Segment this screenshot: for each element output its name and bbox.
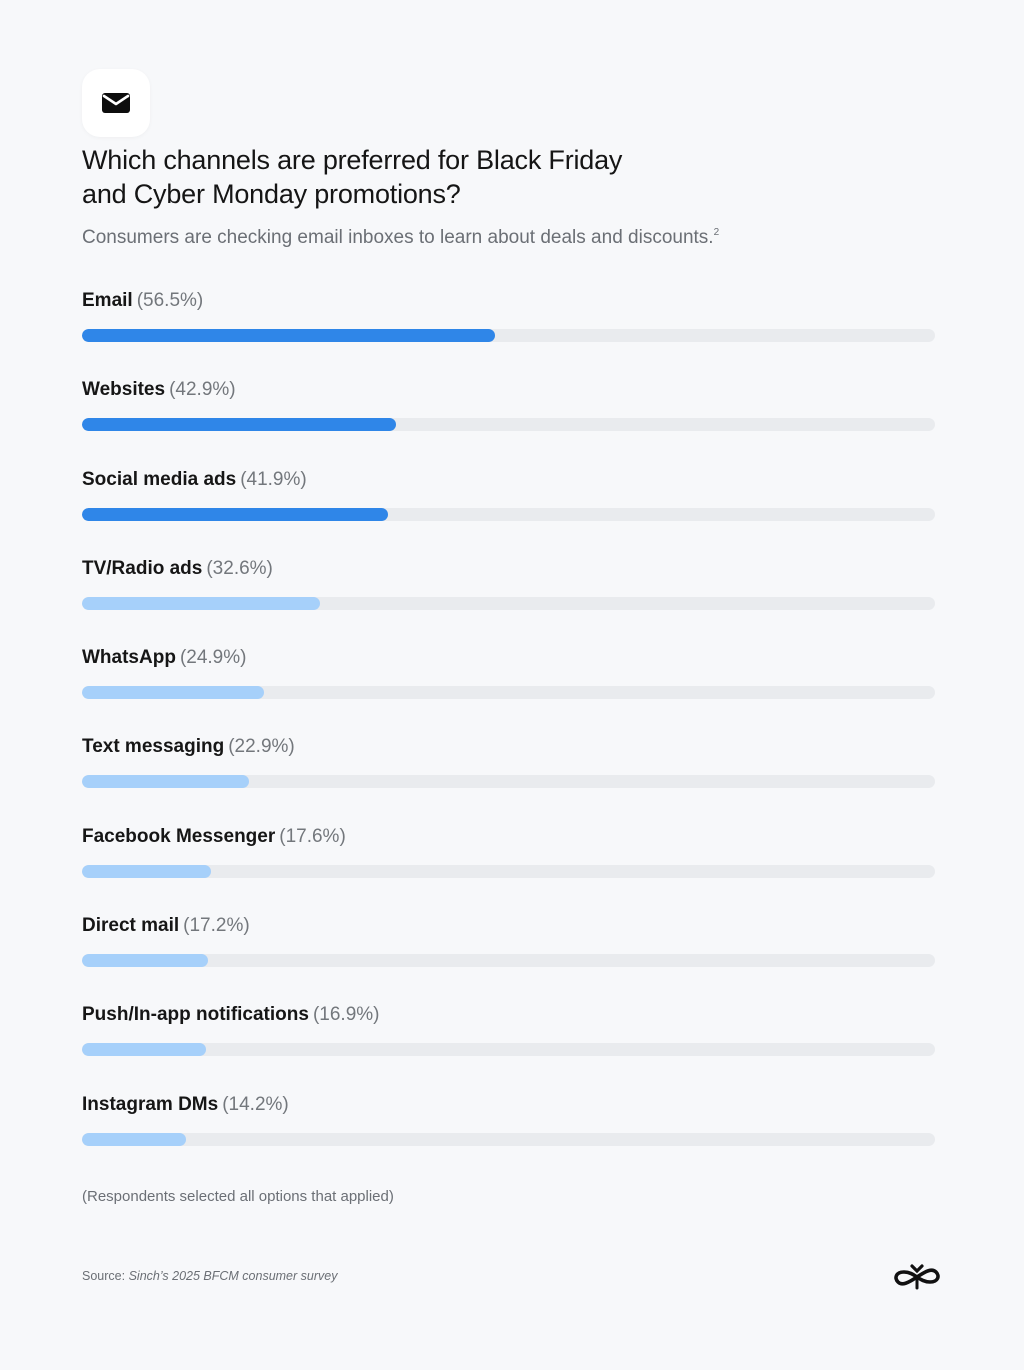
channel-name: Push/In-app notifications [82, 1004, 309, 1026]
bar-row: Social media ads (41.9%) [82, 466, 935, 555]
channel-name: Text messaging [82, 736, 225, 758]
bar-fill [82, 507, 389, 521]
bar-row: Instagram DMs (14.2%) [82, 1091, 935, 1180]
channel-percentage: (16.9%) [312, 1004, 380, 1026]
bar-row: Push/In-app notifications (16.9%) [82, 1001, 935, 1090]
subtitle-text: Consumers are checking email inboxes to … [82, 227, 714, 248]
source-prefix: Source: [82, 1269, 126, 1283]
channel-percentage: (14.2%) [222, 1093, 289, 1115]
bar-fill [82, 1043, 206, 1057]
channel-percentage: (42.9%) [169, 379, 236, 401]
bar-track [82, 864, 935, 878]
footnote-marker: 2 [713, 227, 720, 238]
channel-name: Instagram DMs [82, 1093, 219, 1115]
bar-fill [82, 418, 396, 432]
bar-fill [82, 596, 321, 610]
bar-track [82, 507, 935, 521]
bar-label: Social media ads (41.9%) [82, 466, 935, 494]
title-line-1: Which channels are preferred for Black F… [82, 145, 623, 175]
channel-percentage: (56.5%) [136, 290, 204, 311]
channel-name: Websites [82, 379, 166, 401]
channel-name: Social media ads [82, 468, 237, 490]
bar-row: Email (56.5%) [82, 287, 935, 376]
channel-percentage: (32.6%) [206, 557, 273, 579]
bar-row: WhatsApp (24.9%) [82, 644, 935, 733]
bar-track [82, 1132, 935, 1146]
envelope-icon-tile [82, 69, 150, 137]
bar-list: Email (56.5%) Websites (42.9%) Social media … [82, 287, 935, 1180]
channel-percentage: (17.6%) [279, 825, 346, 847]
bar-fill [82, 864, 211, 878]
bar-fill [82, 1132, 186, 1146]
title-line-2: and Cyber Monday promotions? [82, 179, 461, 209]
bar-row: Text messaging (22.9%) [82, 733, 935, 822]
bar-fill [82, 954, 208, 968]
bar-row: Websites (42.9%) [82, 376, 935, 465]
bar-label: TV/Radio ads (32.6%) [82, 555, 935, 583]
bar-track [82, 596, 935, 610]
chart-title: Which channels are preferred for Black F… [82, 143, 722, 211]
bar-label: Email (56.5%) [82, 287, 935, 315]
bar-label: Push/In-app notifications (16.9%) [82, 1001, 935, 1029]
bar-fill [82, 775, 250, 789]
bar-row: Direct mail (17.2%) [82, 912, 935, 1001]
chart-subtitle: Consumers are checking email inboxes to … [82, 220, 719, 251]
bar-track [82, 686, 935, 700]
bar-label: WhatsApp (24.9%) [82, 644, 935, 672]
channel-name: Direct mail [82, 915, 180, 937]
respondents-note: (Respondents selected all options that a… [82, 1188, 394, 1205]
bar-track [82, 1043, 935, 1057]
bar-track [82, 954, 935, 968]
channel-percentage: (24.9%) [179, 647, 247, 669]
bar-track [82, 329, 935, 342]
source-text: Sinch’s 2025 BFCM consumer survey [128, 1269, 338, 1283]
channel-percentage: (41.9%) [240, 468, 307, 490]
channel-percentage: (17.2%) [183, 915, 250, 937]
channel-name: TV/Radio ads [82, 557, 203, 579]
channel-name: Email [82, 290, 133, 311]
bar-row: Facebook Messenger (17.6%) [82, 823, 935, 912]
bar-label: Facebook Messenger (17.6%) [82, 823, 935, 851]
bar-label: Instagram DMs (14.2%) [82, 1091, 935, 1119]
bar-label: Websites (42.9%) [82, 376, 935, 404]
channel-percentage: (22.9%) [228, 736, 295, 758]
bar-fill [82, 686, 264, 700]
envelope-icon [102, 93, 130, 113]
sinch-logo-icon [894, 1264, 940, 1290]
bar-row: TV/Radio ads (32.6%) [82, 555, 935, 644]
bar-label: Text messaging (22.9%) [82, 733, 935, 761]
source-citation: Source: Sinch’s 2025 BFCM consumer surve… [82, 1269, 337, 1283]
bar-track [82, 418, 935, 432]
bar-fill [82, 329, 495, 342]
bar-track [82, 775, 935, 789]
channel-name: Facebook Messenger [82, 825, 276, 847]
channel-name: WhatsApp [82, 647, 176, 669]
bar-label: Direct mail (17.2%) [82, 912, 935, 940]
